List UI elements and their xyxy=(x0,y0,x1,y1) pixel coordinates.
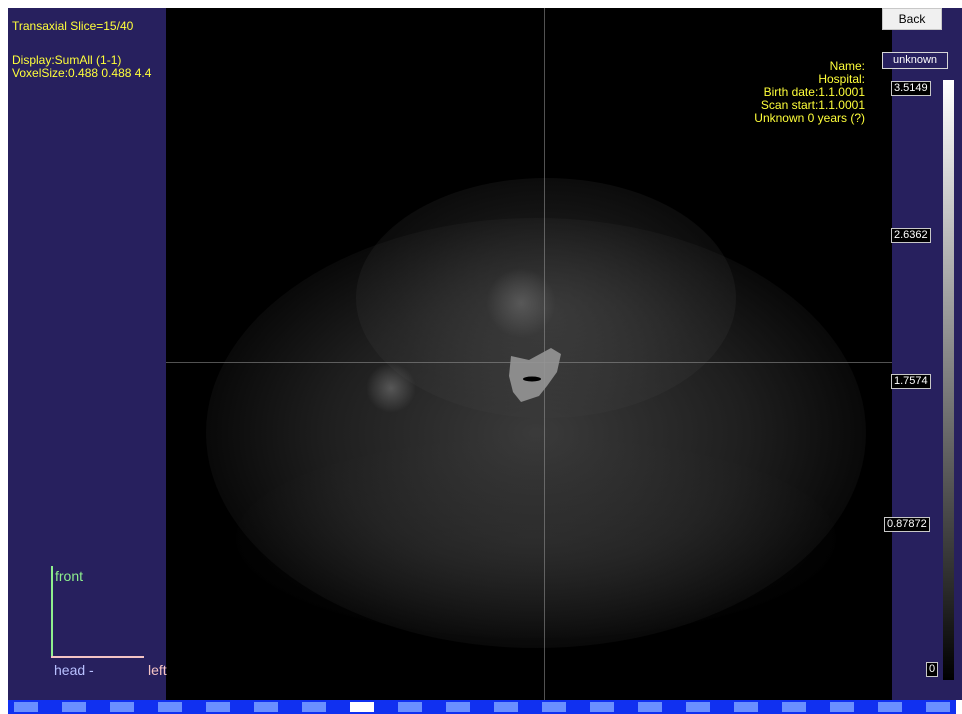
slice-segment[interactable] xyxy=(158,702,182,712)
voxel-size-label: VoxelSize:0.488 0.488 4.4 xyxy=(12,66,152,80)
roi-shape xyxy=(509,348,561,402)
slice-segment-current[interactable] xyxy=(350,702,374,712)
slice-segment[interactable] xyxy=(206,702,230,712)
patient-info: Name: Hospital: Birth date:1.1.0001 Scan… xyxy=(754,60,865,125)
slice-segment[interactable] xyxy=(14,702,38,712)
slice-segment[interactable] xyxy=(542,702,566,712)
colorbar-tick-2: 2.6362 xyxy=(891,228,931,243)
slice-segment[interactable] xyxy=(686,702,710,712)
slice-segment[interactable] xyxy=(590,702,614,712)
image-viewer[interactable]: Transaxial Slice=15/40 Display:SumAll (1… xyxy=(8,8,962,700)
slice-segment[interactable] xyxy=(398,702,422,712)
scan-start-label: Scan start:1.1.0001 xyxy=(760,98,865,112)
slice-segment[interactable] xyxy=(830,702,854,712)
orientation-marker: front head - left xyxy=(8,558,178,678)
slice-segment[interactable] xyxy=(638,702,662,712)
slice-segment[interactable] xyxy=(62,702,86,712)
slice-navigator[interactable] xyxy=(8,700,956,714)
crosshair-horizontal xyxy=(166,362,892,363)
left-axis-line xyxy=(51,656,144,658)
display-label: Display:SumAll (1-1) xyxy=(12,53,122,67)
slice-segment[interactable] xyxy=(302,702,326,712)
slice-segment[interactable] xyxy=(926,702,950,712)
colorbar-tick-max: 3.5149 xyxy=(891,81,931,96)
front-axis-line xyxy=(51,566,53,658)
patient-summary: Unknown 0 years (?) xyxy=(754,111,865,125)
slice-segment[interactable] xyxy=(782,702,806,712)
back-button[interactable]: Back xyxy=(882,8,942,30)
colorbar-tick-3: 1.7574 xyxy=(891,374,931,389)
colorbar-tick-4: 0.87872 xyxy=(884,517,930,532)
color-scale-bar[interactable] xyxy=(943,80,954,680)
hospital-label: Hospital: xyxy=(818,72,865,86)
crosshair-vertical xyxy=(544,8,545,700)
colorbar-tick-min: 0 xyxy=(926,662,939,677)
birth-date-label: Birth date:1.1.0001 xyxy=(763,85,865,99)
slice-segment[interactable] xyxy=(446,702,470,712)
slice-segment[interactable] xyxy=(110,702,134,712)
name-label: Name: xyxy=(829,59,865,73)
slice-segment[interactable] xyxy=(734,702,758,712)
left-label: left xyxy=(148,662,167,678)
head-label: head - xyxy=(54,662,94,678)
transaxial-image[interactable] xyxy=(166,8,892,700)
front-label: front xyxy=(55,568,84,584)
name-field[interactable]: unknown xyxy=(882,52,948,69)
slice-label: Transaxial Slice=15/40 xyxy=(12,19,134,33)
slice-segment[interactable] xyxy=(494,702,518,712)
slice-segment[interactable] xyxy=(254,702,278,712)
slice-segment[interactable] xyxy=(878,702,902,712)
